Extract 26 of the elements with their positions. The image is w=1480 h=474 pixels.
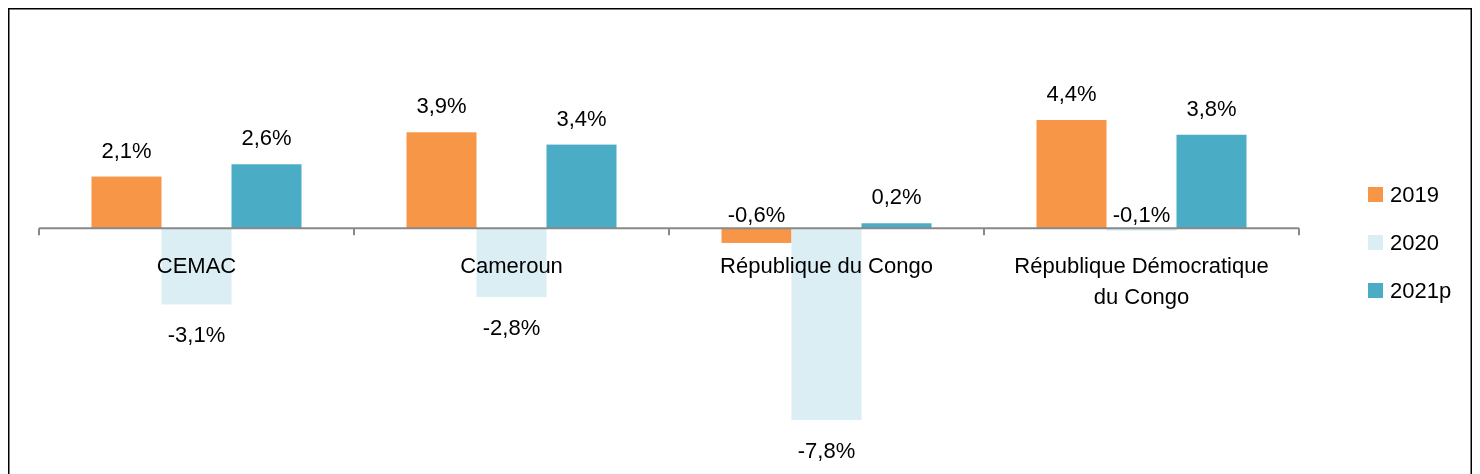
- data-label: 3,8%: [1186, 95, 1237, 121]
- data-label: 2,6%: [241, 125, 292, 151]
- data-label: 3,4%: [556, 105, 607, 131]
- data-label: 4,4%: [1046, 81, 1097, 106]
- bar: [546, 144, 617, 229]
- bar: [91, 176, 162, 229]
- bar: [1176, 134, 1247, 229]
- legend-label: 2019: [1390, 182, 1439, 207]
- data-label: 3,9%: [416, 93, 467, 119]
- data-label: -0,1%: [1112, 202, 1171, 228]
- bar: [1036, 120, 1107, 229]
- legend-label: 2021p: [1390, 278, 1452, 303]
- data-label: -2,8%: [482, 315, 541, 341]
- data-label: -0,6%: [727, 202, 786, 228]
- legend-label: 2020: [1390, 230, 1439, 255]
- data-label: -7,8%: [797, 438, 856, 463]
- x-tick-label: CEMAC: [156, 253, 237, 279]
- x-tick-label: République du Congo: [720, 253, 933, 279]
- data-label: -3,1%: [167, 322, 226, 348]
- data-label: 0,2%: [871, 184, 922, 210]
- bar: [721, 228, 792, 243]
- x-tick-label: République Démocratique du Congo: [1014, 253, 1269, 310]
- data-label: 2,1%: [101, 137, 152, 163]
- x-tick-label: Cameroun: [460, 253, 563, 279]
- bar: [406, 132, 477, 229]
- bar: [231, 164, 302, 229]
